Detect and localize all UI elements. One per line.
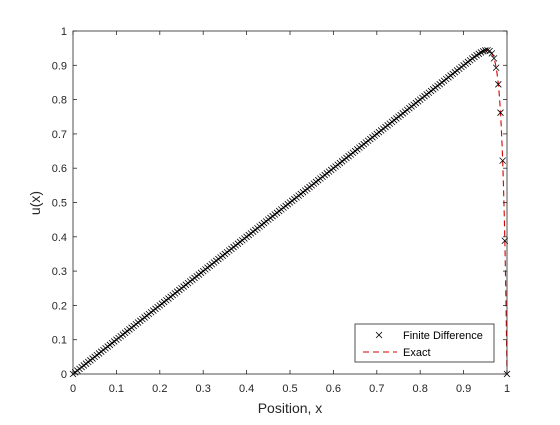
x-tick-label: 0.3 <box>196 383 211 395</box>
x-tick-label: 0.2 <box>152 383 167 395</box>
y-tick-label: 0.7 <box>52 129 67 141</box>
legend-label-exact: Exact <box>403 347 431 359</box>
x-tick-label: 0.5 <box>282 383 297 395</box>
x-tick-label: 1 <box>504 383 510 395</box>
legend: Finite Difference Exact <box>354 323 495 363</box>
data-marks <box>69 46 511 378</box>
x-tick-label: 0.9 <box>456 383 471 395</box>
y-tick-label: 1 <box>61 26 67 38</box>
legend-marker-x-stroke <box>375 331 383 339</box>
fd-marker <box>477 49 485 56</box>
legend-label-finite-difference: Finite Difference <box>403 330 483 342</box>
x-tick-label: 0 <box>70 383 76 395</box>
fd-marker <box>499 157 506 164</box>
axes: 0 0.1 0.2 0.3 0.4 0.5 0.6 0.7 0.8 0.9 1 0 0.1 0.2 0.3 0… <box>52 26 510 395</box>
fd-marker <box>488 50 496 57</box>
legend-item-finite-difference: Finite Difference <box>375 330 483 342</box>
x-tick-label: 0.7 <box>369 383 384 395</box>
legend-item-exact: Exact <box>363 347 431 359</box>
y-tick-label: 0.4 <box>52 232 67 244</box>
y-tick-label: 0.8 <box>52 95 67 107</box>
fd-marker <box>495 80 502 88</box>
fd-marker <box>492 64 500 72</box>
y-tick-label: 0.5 <box>52 198 67 210</box>
y-tick-label: 0.6 <box>52 163 67 175</box>
y-axis-label: u(x) <box>27 191 43 215</box>
x-axis-label: Position, x <box>258 400 323 416</box>
y-tick-label: 0.1 <box>52 335 67 347</box>
x-tick-label: 0.1 <box>109 383 124 395</box>
fd-marker <box>490 55 498 62</box>
fd-marker <box>484 46 491 54</box>
fd-marker <box>479 47 487 55</box>
x-tick-label: 0.6 <box>326 383 341 395</box>
y-tick-label: 0.2 <box>52 300 67 312</box>
fd-marker <box>497 109 504 116</box>
y-tick-label: 0.3 <box>52 266 67 278</box>
x-tick-label: 0.8 <box>413 383 428 395</box>
y-tick-label: 0 <box>61 369 67 381</box>
x-tick-label: 0.4 <box>239 383 254 395</box>
legend-box <box>354 323 495 363</box>
y-tick-label: 0.9 <box>52 60 67 72</box>
